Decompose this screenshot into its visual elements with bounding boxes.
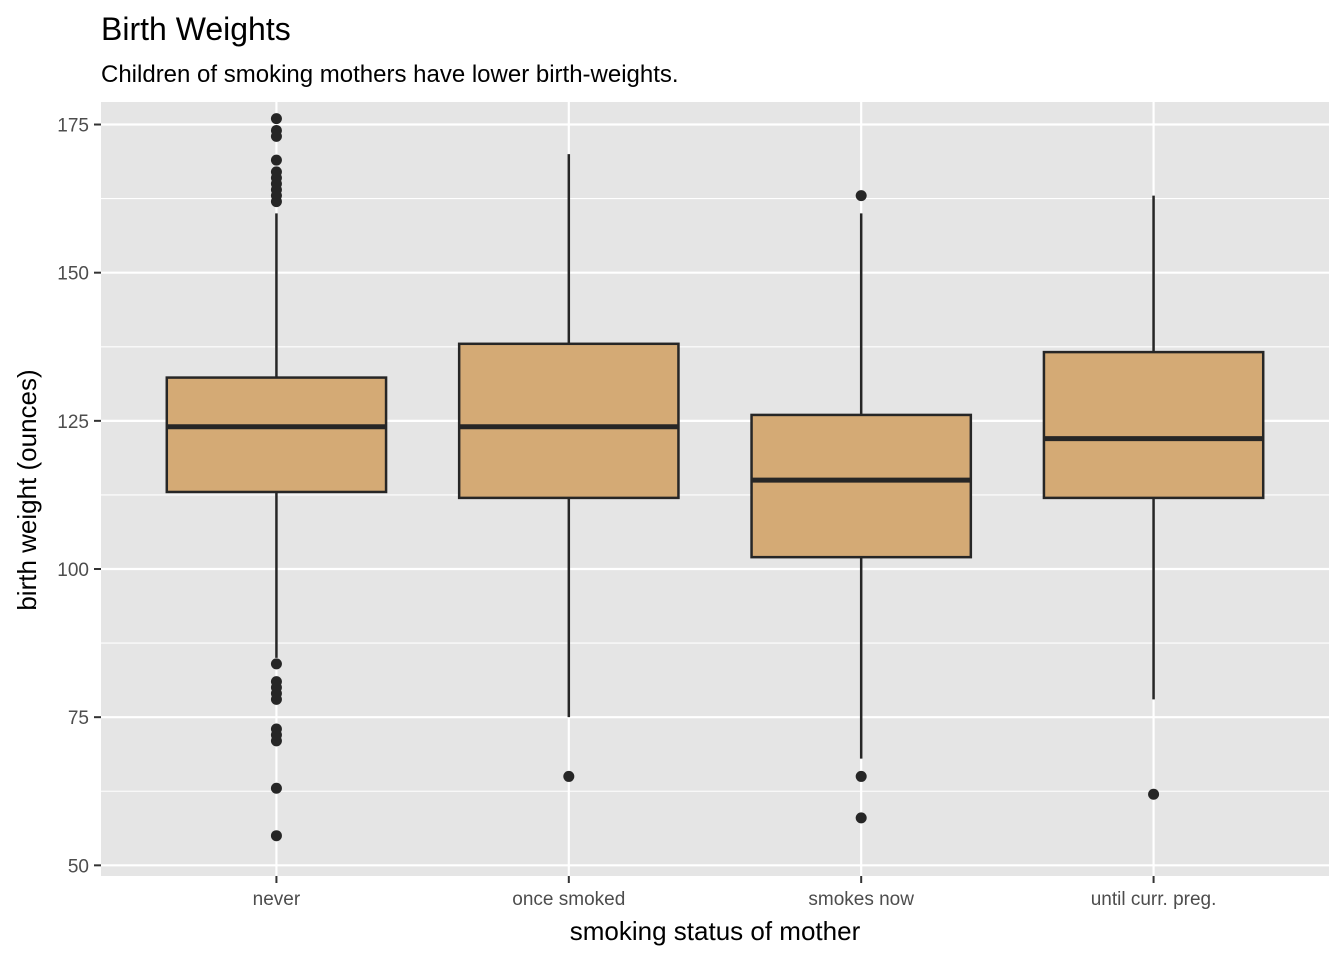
outlier-point <box>270 782 282 794</box>
chart-title: Birth Weights <box>101 11 291 47</box>
boxes <box>165 113 1265 842</box>
y-tick-label: 125 <box>57 412 89 433</box>
box-group <box>1042 195 1265 800</box>
outlier-point <box>270 658 282 670</box>
outlier-point <box>563 770 575 782</box>
box-iqr <box>165 376 388 494</box>
y-tick-label: 100 <box>57 560 89 581</box>
x-tick-label: smokes now <box>808 889 914 910</box>
y-tick-label: 175 <box>57 116 89 137</box>
box-group <box>165 113 388 842</box>
outlier-point <box>270 113 282 125</box>
y-tick-label: 150 <box>57 264 89 285</box>
outlier-point <box>270 830 282 842</box>
outlier-point <box>855 812 867 824</box>
outlier-point <box>270 723 282 735</box>
x-axis-title: smoking status of mother <box>570 916 861 946</box>
x-tick-label: once smoked <box>512 889 625 910</box>
box-iqr <box>1042 350 1265 500</box>
outlier-point <box>1148 788 1160 800</box>
box-group <box>750 190 973 824</box>
outlier-point <box>855 190 867 202</box>
x-tick-label: never <box>253 889 301 910</box>
y-tick-label: 75 <box>68 708 89 729</box>
box-iqr <box>457 342 680 500</box>
axes: 50 75 100 125 150 175 never once smoked smokes n… <box>57 116 1216 910</box>
chart-subtitle: Children of smoking mothers have lower b… <box>101 61 679 88</box>
outlier-point <box>270 676 282 688</box>
outlier-point <box>270 154 282 166</box>
y-axis-title: birth weight (ounces) <box>12 369 42 610</box>
outlier-point <box>270 166 282 178</box>
outlier-point <box>270 124 282 136</box>
y-tick-label: 50 <box>68 856 89 877</box>
outlier-point <box>855 770 867 782</box>
x-tick-label: until curr. preg. <box>1091 889 1217 910</box>
box-group <box>457 154 680 782</box>
box-iqr <box>750 413 973 559</box>
